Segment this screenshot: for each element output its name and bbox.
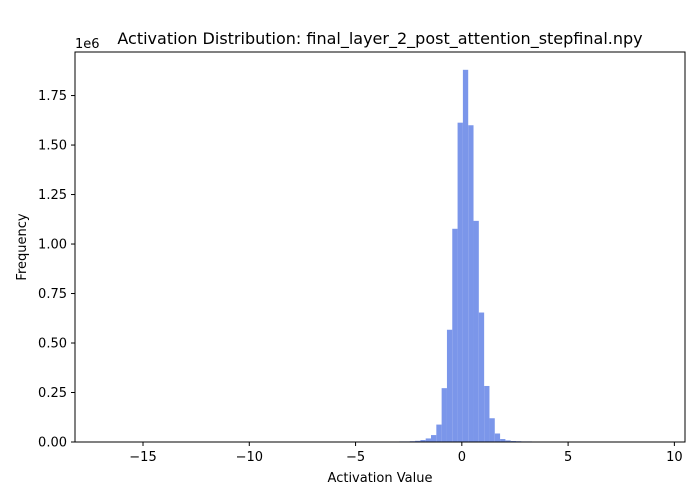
- y-tick-label: 1.50: [38, 139, 67, 154]
- histogram-bar: [431, 435, 437, 442]
- x-tick-label: −5: [346, 450, 365, 465]
- histogram-bar: [494, 433, 501, 442]
- histogram-bar: [415, 440, 421, 442]
- x-tick-label: 0: [458, 450, 466, 465]
- histogram-bar: [441, 388, 447, 442]
- y-tick-label: 0.75: [38, 287, 67, 302]
- x-tick-label: 5: [564, 450, 572, 465]
- histogram-bar: [452, 228, 458, 442]
- y-axis-label: Frequency: [15, 213, 30, 280]
- histogram-bar: [505, 440, 511, 442]
- bars-group: [356, 69, 543, 443]
- x-axis-label: Activation Value: [328, 471, 433, 486]
- y-tick-label: 0.50: [38, 337, 67, 352]
- y-tick-label: 1.75: [38, 89, 67, 104]
- y-tick-label: 0.25: [38, 386, 67, 401]
- histogram-bar: [420, 440, 426, 442]
- ticks-group: −15 −10 −5 0 5 10 0.00 0.25 0.50 0.75 1.00 1.25 1.50…: [38, 89, 683, 465]
- x-tick-label: −15: [129, 450, 156, 465]
- histogram-bar: [446, 329, 453, 442]
- y-tick-label: 0.00: [38, 436, 67, 451]
- histogram-bar: [478, 312, 485, 442]
- histogram-bar: [489, 418, 495, 442]
- plot-frame: [74, 51, 686, 443]
- histogram-bar: [462, 69, 469, 442]
- y-tick-label: 1.25: [38, 188, 67, 203]
- histogram-bar: [436, 424, 442, 442]
- y-offset-label: 1e6: [75, 37, 100, 52]
- chart-title: Activation Distribution: final_layer_2_p…: [117, 29, 642, 49]
- x-tick-label: 10: [666, 450, 683, 465]
- histogram-bar: [457, 122, 463, 443]
- histogram-bar: [425, 438, 432, 442]
- histogram-bar: [473, 220, 479, 442]
- histogram-bar: [484, 385, 490, 442]
- x-tick-label: −10: [236, 450, 263, 465]
- y-tick-label: 1.00: [38, 238, 67, 253]
- histogram-bar: [468, 125, 474, 443]
- histogram-bar: [500, 439, 506, 442]
